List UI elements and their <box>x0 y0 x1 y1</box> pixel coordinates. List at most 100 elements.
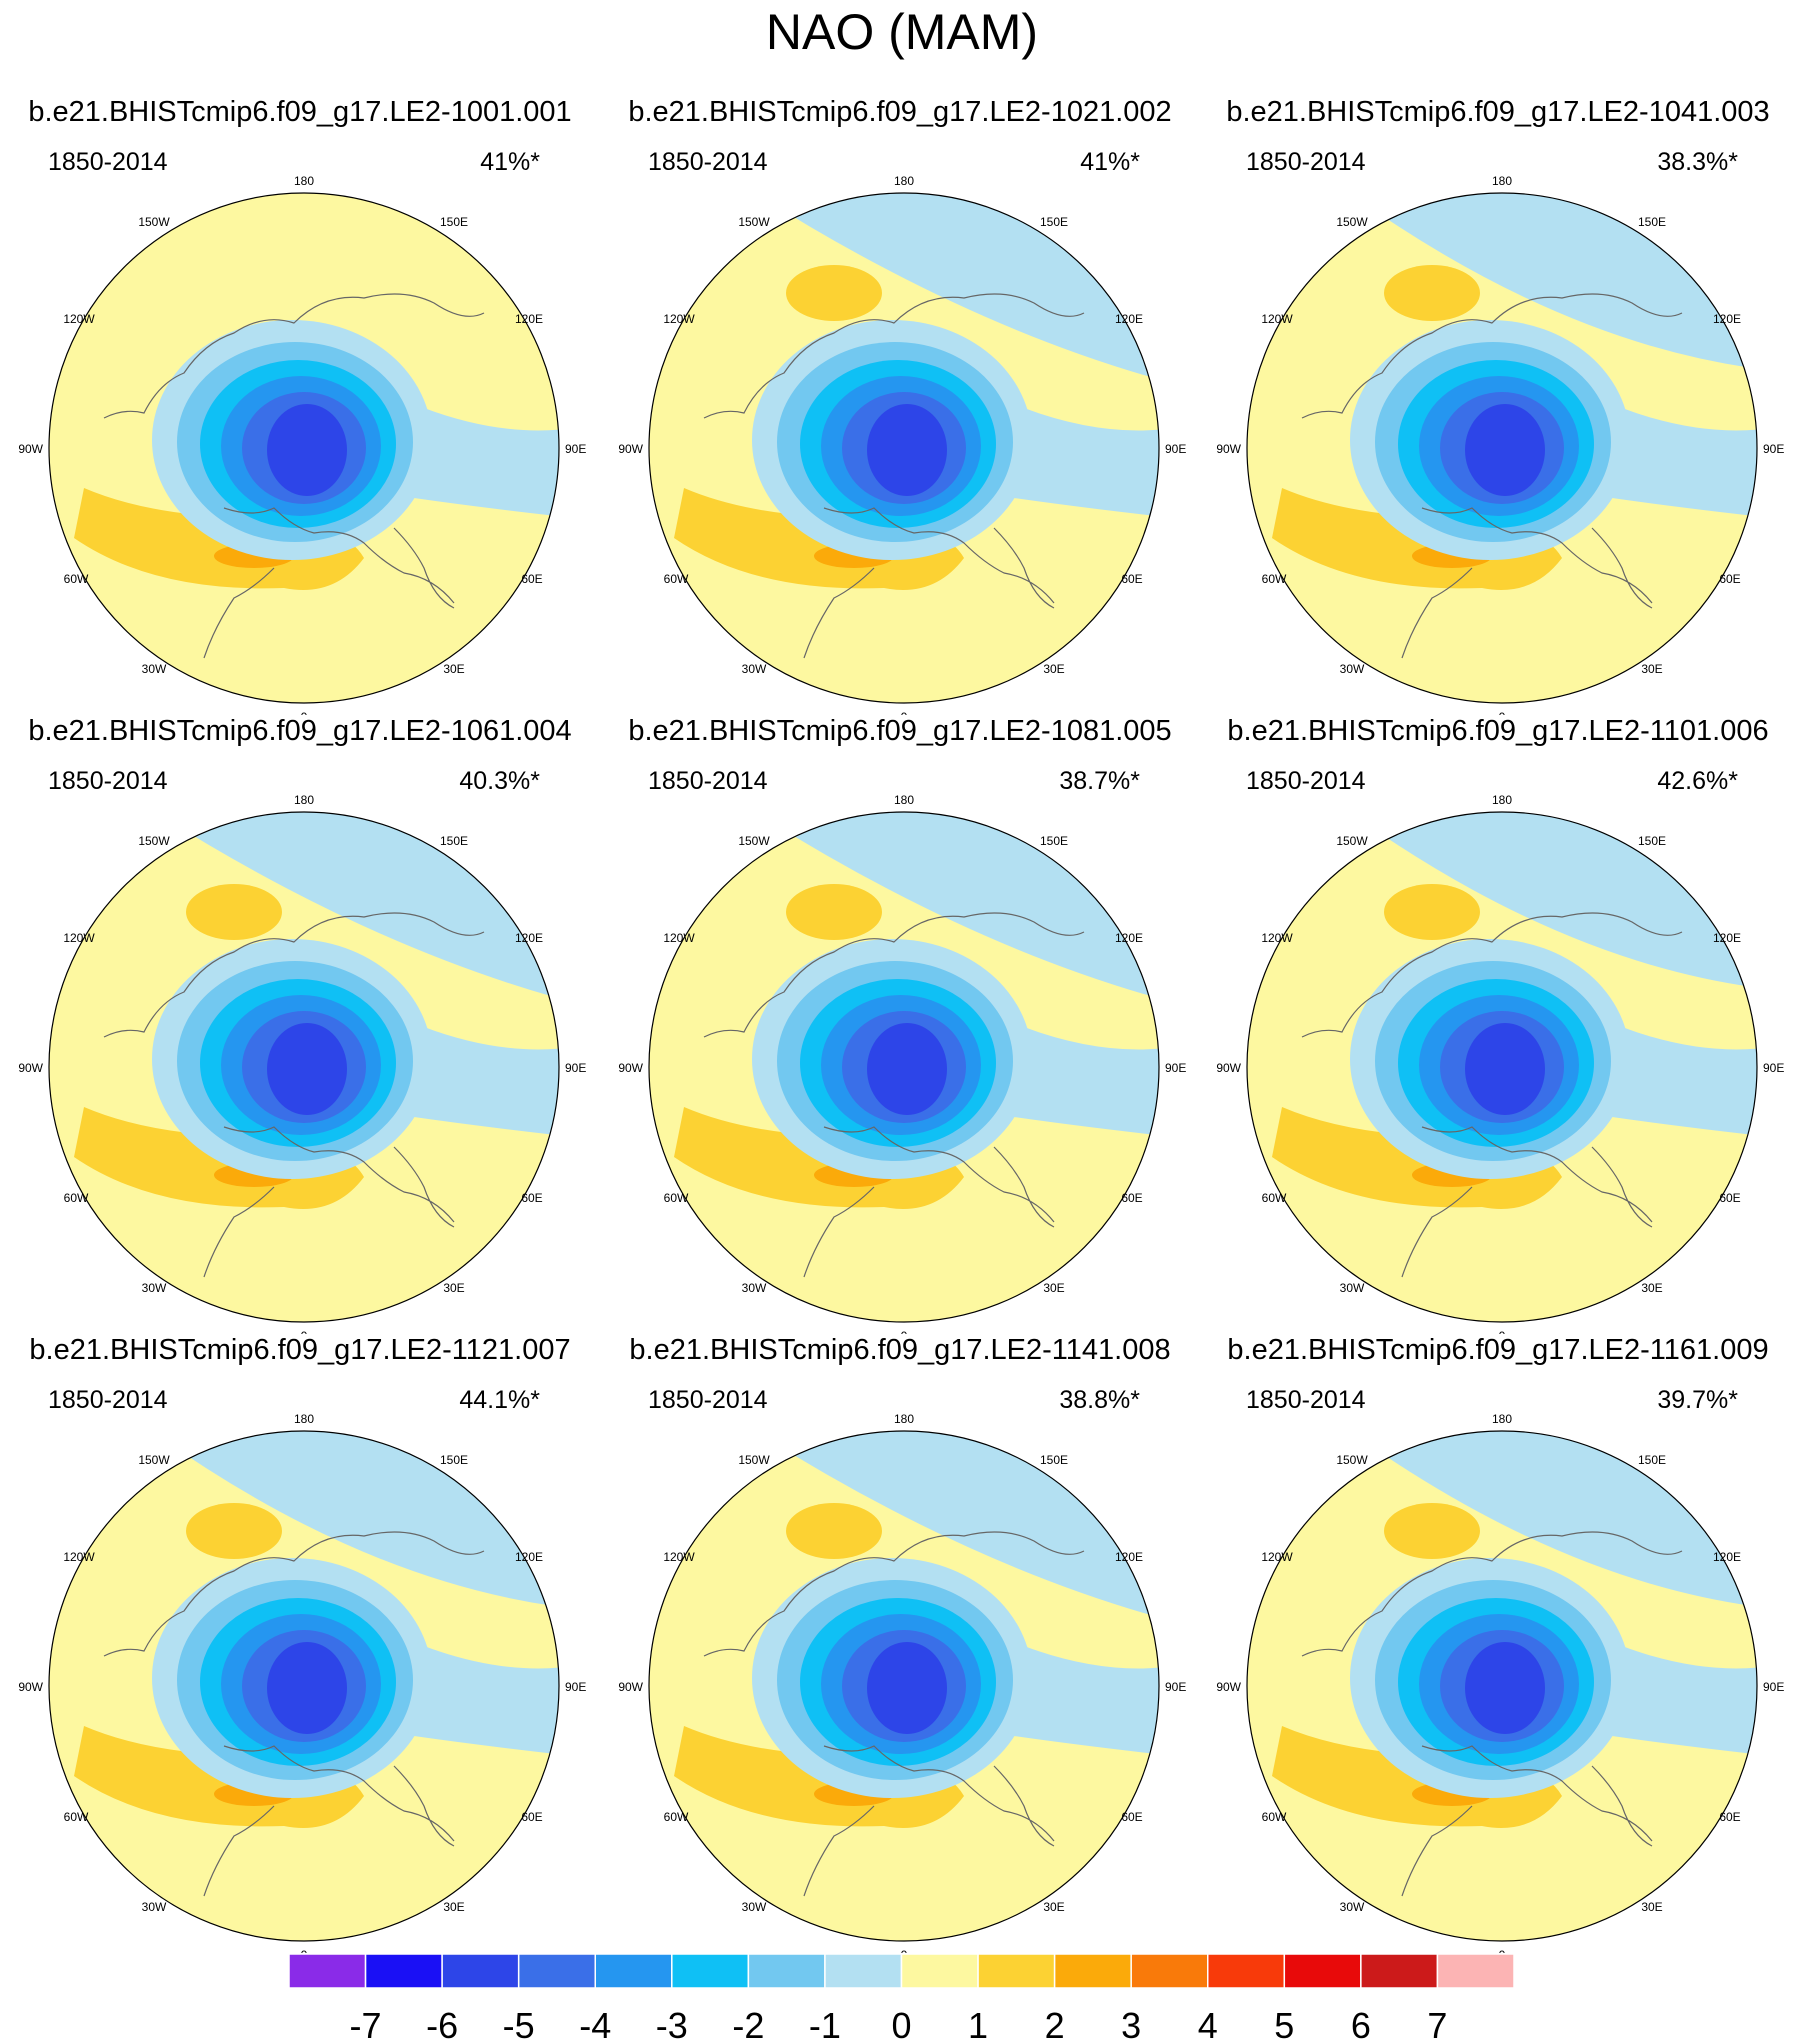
colorbar-swatch <box>594 1953 673 1989</box>
longitude-label: 30E <box>1043 1281 1064 1295</box>
longitude-label: 30W <box>742 1900 767 1914</box>
longitude-label: 180 <box>294 174 314 188</box>
panel-period: 1850-2014 <box>48 767 168 795</box>
pacific-positive-lobe <box>786 1503 882 1559</box>
panel-explained-variance: 41%* <box>1080 148 1140 176</box>
longitude-label: 90W <box>18 1680 43 1694</box>
longitude-label: 150W <box>738 215 770 229</box>
longitude-label: 60W <box>664 1191 689 1205</box>
colorbar-label: -1 <box>809 2005 841 2042</box>
longitude-label: 60W <box>64 572 89 586</box>
longitude-label: 150E <box>1638 834 1666 848</box>
longitude-label: 60W <box>664 1810 689 1824</box>
panel-title: b.e21.BHISTcmip6.f09_g17.LE2-1041.003 <box>1226 96 1770 128</box>
longitude-label: 0 <box>1499 1329 1506 1334</box>
panel-period: 1850-2014 <box>48 148 168 176</box>
longitude-label: 120W <box>663 1550 695 1564</box>
longitude-label: 90W <box>18 1061 43 1075</box>
longitude-label: 120E <box>1713 312 1741 326</box>
panel-title: b.e21.BHISTcmip6.f09_g17.LE2-1121.007 <box>29 1334 571 1366</box>
polar-map: 180 0 150W 150E 120W 120E 90W 90E 60W 60E 30W 30E <box>1216 793 1784 1334</box>
colorbar-label: 5 <box>1274 2005 1294 2042</box>
map-boundary <box>648 811 1160 1323</box>
longitude-label: 180 <box>294 1412 314 1426</box>
coastline <box>703 293 1085 659</box>
map-boundary <box>48 811 560 1323</box>
pacific-positive-lobe <box>786 884 882 940</box>
longitude-label: 150W <box>138 834 170 848</box>
longitude-label: 90W <box>1216 1061 1241 1075</box>
panel-title: b.e21.BHISTcmip6.f09_g17.LE2-1141.008 <box>629 1334 1171 1366</box>
arctic-negative-contour <box>867 1642 947 1734</box>
longitude-label: 150E <box>1040 834 1068 848</box>
coastline <box>1301 293 1683 659</box>
longitude-label: 60E <box>521 572 542 586</box>
panel-explained-variance: 38.8%* <box>1059 1386 1140 1414</box>
polar-map: 180 0 150W 150E 120W 120E 90W 90E 60W 60E 30W 30E <box>1216 174 1784 715</box>
longitude-label: 120W <box>1261 312 1293 326</box>
map-boundary <box>1246 811 1758 1323</box>
panel-explained-variance: 39.7%* <box>1657 1386 1738 1414</box>
coastline <box>703 912 1085 1278</box>
longitude-label: 180 <box>894 1412 914 1426</box>
longitude-label: 150E <box>440 215 468 229</box>
polar-map: 180 0 150W 150E 120W 120E 90W 90E 60W 60E 30W 30E <box>618 174 1186 715</box>
panel-period: 1850-2014 <box>648 1386 768 1414</box>
colorbar-label: 0 <box>891 2005 911 2042</box>
longitude-label: 30E <box>1641 1900 1662 1914</box>
longitude-label: 60E <box>1121 1810 1142 1824</box>
longitude-label: 60W <box>1262 572 1287 586</box>
longitude-label: 60E <box>1719 1191 1740 1205</box>
longitude-label: 180 <box>894 174 914 188</box>
panel-period: 1850-2014 <box>648 148 768 176</box>
longitude-label: 120E <box>1713 1550 1741 1564</box>
pacific-positive-lobe <box>186 1503 282 1559</box>
panel-explained-variance: 44.1%* <box>459 1386 540 1414</box>
colorbar-swatch <box>1436 1953 1515 1989</box>
colorbar: -7 -6 -5 -4 -3 -2 -1 0 1 2 3 4 5 6 7 <box>288 1953 1515 2042</box>
longitude-label: 120E <box>515 312 543 326</box>
pacific-positive-lobe <box>1384 1503 1480 1559</box>
map-boundary <box>648 192 1160 704</box>
arctic-negative-contour <box>267 1023 347 1115</box>
longitude-label: 90W <box>618 1680 643 1694</box>
colorbar-label: -7 <box>350 2005 382 2042</box>
panel-period: 1850-2014 <box>48 1386 168 1414</box>
coastline <box>1301 1531 1683 1897</box>
longitude-label: 60E <box>521 1191 542 1205</box>
arctic-negative-contour <box>867 404 947 496</box>
longitude-label: 120W <box>1261 1550 1293 1564</box>
pacific-positive-lobe <box>1384 265 1480 321</box>
colorbar-swatch <box>364 1953 443 1989</box>
longitude-label: 150W <box>738 834 770 848</box>
eurasia-negative-extension <box>414 408 559 518</box>
colorbar-label: 7 <box>1427 2005 1447 2042</box>
map-panel: b.e21.BHISTcmip6.f09_g17.LE2-1101.006 185… <box>1198 714 1798 1334</box>
polar-map: 180 0 150W 150E 120W 120E 90W 90E 60W 60E 30W 30E <box>618 1412 1186 1953</box>
longitude-label: 90E <box>565 1680 586 1694</box>
coastline <box>103 912 485 1278</box>
longitude-label: 60E <box>1719 572 1740 586</box>
longitude-label: 150E <box>440 1453 468 1467</box>
panel-explained-variance: 38.3%* <box>1657 148 1738 176</box>
longitude-label: 150E <box>440 834 468 848</box>
longitude-label: 150W <box>1336 834 1368 848</box>
longitude-label: 150W <box>1336 215 1368 229</box>
longitude-label: 30E <box>1641 662 1662 676</box>
longitude-label: 180 <box>1492 1412 1512 1426</box>
longitude-label: 120E <box>1115 1550 1143 1564</box>
longitude-label: 120E <box>515 1550 543 1564</box>
longitude-label: 150E <box>1638 215 1666 229</box>
colorbar-swatch <box>1130 1953 1209 1989</box>
colorbar-swatch <box>1053 1953 1132 1989</box>
longitude-label: 60W <box>1262 1810 1287 1824</box>
coastline <box>103 1531 485 1897</box>
pacific-positive-lobe <box>1384 884 1480 940</box>
longitude-label: 30W <box>742 662 767 676</box>
longitude-label: 60W <box>1262 1191 1287 1205</box>
longitude-label: 120W <box>1261 931 1293 945</box>
longitude-label: 90E <box>1763 1680 1784 1694</box>
map-panel: b.e21.BHISTcmip6.f09_g17.LE2-1121.007 185… <box>0 1333 600 1953</box>
coastline <box>103 293 485 659</box>
longitude-label: 180 <box>294 793 314 807</box>
